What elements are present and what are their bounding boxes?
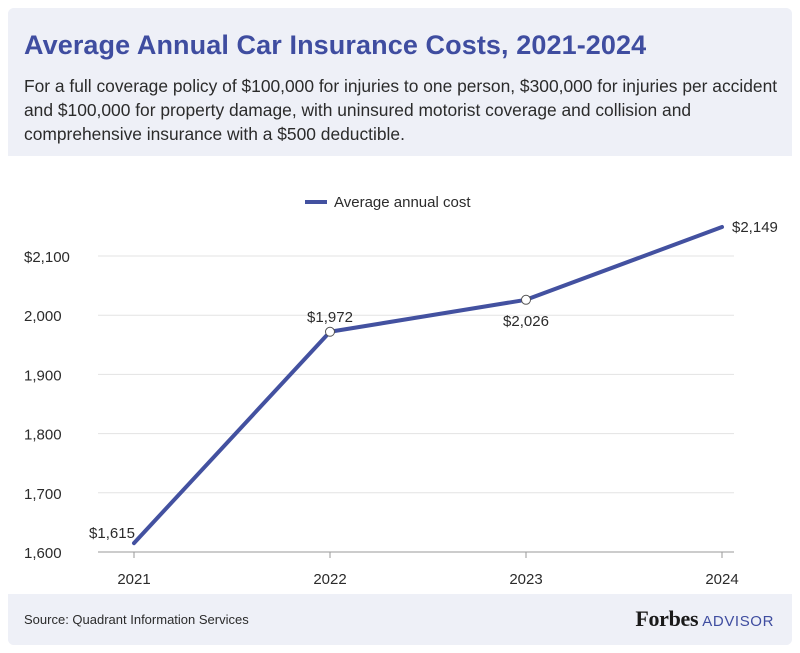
series-line-average-annual-cost: [132, 224, 724, 546]
data-label: $1,972: [307, 309, 353, 326]
y-tick-label: 1,800: [24, 427, 62, 444]
x-axis: 2021 2022 2023 2024: [98, 551, 739, 588]
x-tick-label: 2021: [117, 571, 150, 588]
data-label: $2,026: [503, 313, 549, 330]
brand-name: Forbes: [635, 606, 699, 631]
infographic-frame: Average Annual Car Insurance Costs, 2021…: [8, 8, 792, 645]
brand-suffix: ADVISOR: [702, 613, 774, 630]
source-note: Source: Quadrant Information Services: [24, 612, 249, 627]
data-label: $2,149: [732, 219, 778, 236]
data-point-marker: [325, 326, 335, 337]
x-tick-label: 2022: [313, 571, 346, 588]
y-axis: 1,600 1,700 1,800 1,900 2,000 $2,100: [24, 249, 70, 562]
y-tick-label: 2,000: [24, 308, 62, 325]
legend: Average annual cost: [305, 194, 471, 211]
footer: Source: Quadrant Information Services Fo…: [8, 594, 792, 645]
data-point-marker: [521, 294, 531, 305]
x-tick-label: 2024: [705, 571, 738, 588]
x-tick-label: 2023: [509, 571, 542, 588]
header: Average Annual Car Insurance Costs, 2021…: [8, 8, 792, 156]
grid-lines: [98, 255, 734, 553]
series-layer: $1,615 $1,972 $2,026 $2,149: [89, 219, 778, 546]
chart-title: Average Annual Car Insurance Costs, 2021…: [24, 30, 647, 60]
y-tick-label: 1,600: [24, 545, 62, 562]
brand-logo: Forbes ADVISOR: [635, 606, 774, 632]
y-tick-label: 1,700: [24, 486, 62, 503]
chart-subtitle: For a full coverage policy of $100,000 f…: [24, 76, 778, 144]
legend-label: Average annual cost: [334, 194, 471, 211]
y-tick-label: 1,900: [24, 367, 62, 384]
plot-area: Average annual cost 1,600 1,700 1,800 1,900…: [8, 156, 792, 594]
data-label: $1,615: [89, 525, 135, 542]
line-chart: Average annual cost 1,600 1,700 1,800 1,900…: [24, 194, 778, 588]
y-tick-label: $2,100: [24, 249, 70, 266]
